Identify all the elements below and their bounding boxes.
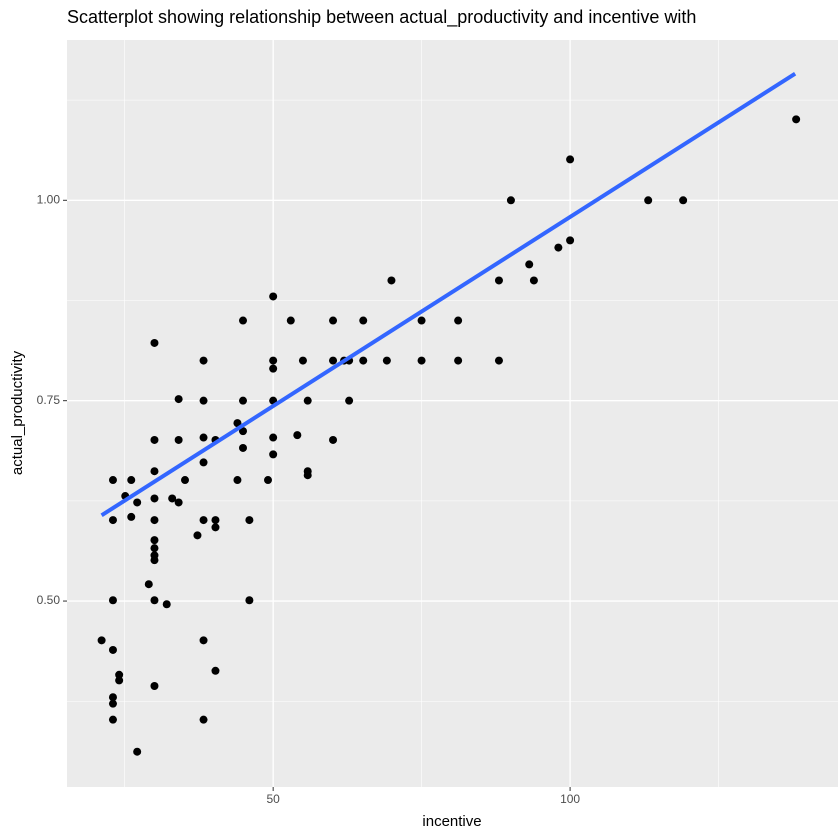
point	[454, 316, 463, 325]
point	[269, 356, 278, 365]
point	[303, 471, 312, 480]
point	[345, 396, 354, 405]
point	[97, 636, 106, 645]
point	[238, 443, 247, 452]
point	[168, 494, 177, 503]
point	[174, 498, 183, 507]
point	[108, 596, 117, 605]
point	[269, 450, 278, 459]
point	[238, 427, 247, 436]
point	[329, 435, 338, 444]
point	[211, 516, 220, 525]
point	[193, 531, 202, 540]
point	[269, 364, 278, 373]
point	[108, 715, 117, 724]
point	[150, 536, 159, 545]
point	[494, 356, 503, 365]
point	[382, 356, 391, 365]
point	[174, 435, 183, 444]
point	[792, 115, 801, 124]
point	[108, 699, 117, 708]
point	[108, 645, 117, 654]
point	[303, 396, 312, 405]
point	[199, 356, 208, 365]
point	[150, 467, 159, 476]
x-axis-title: incentive	[422, 813, 481, 830]
point	[115, 676, 124, 685]
panel	[67, 40, 838, 787]
point	[144, 580, 153, 589]
point	[133, 747, 142, 756]
point	[150, 544, 159, 553]
x-tick-label: 100	[560, 792, 580, 806]
point	[127, 476, 136, 485]
point	[238, 316, 247, 325]
point	[359, 356, 368, 365]
point	[529, 276, 538, 285]
point	[174, 395, 183, 404]
y-tick-label: 0.75	[37, 393, 61, 407]
point	[108, 693, 117, 702]
point	[387, 276, 396, 285]
point	[554, 243, 563, 252]
point	[269, 433, 278, 442]
point	[525, 260, 534, 269]
point	[454, 356, 463, 365]
point	[150, 516, 159, 525]
point	[233, 476, 242, 485]
point	[199, 715, 208, 724]
point	[506, 196, 515, 205]
point	[127, 512, 136, 521]
point	[245, 596, 254, 605]
y-axis-title: actual_productivity	[9, 350, 26, 475]
point	[150, 435, 159, 444]
point	[150, 338, 159, 347]
point	[298, 356, 307, 365]
point	[133, 498, 142, 507]
point	[108, 516, 117, 525]
point	[199, 458, 208, 467]
point	[199, 636, 208, 645]
point	[211, 666, 220, 675]
point	[494, 276, 503, 285]
x-tick-label: 50	[266, 792, 280, 806]
y-tick-label: 0.50	[37, 593, 61, 607]
point	[245, 516, 254, 525]
point	[566, 236, 575, 245]
point	[233, 419, 242, 428]
point	[199, 433, 208, 442]
point	[293, 431, 302, 440]
point	[162, 600, 171, 609]
trend-line	[100, 71, 797, 517]
point	[238, 396, 247, 405]
point	[679, 196, 688, 205]
point	[150, 494, 159, 503]
point	[211, 523, 220, 532]
point	[269, 292, 278, 301]
chart-title: Scatterplot showing relationship between…	[67, 7, 696, 28]
point	[644, 196, 653, 205]
point	[115, 670, 124, 679]
point	[329, 316, 338, 325]
point	[417, 356, 426, 365]
y-tick-label: 1.00	[37, 192, 61, 206]
point	[417, 316, 426, 325]
point	[108, 476, 117, 485]
marks	[97, 71, 801, 756]
point	[566, 155, 575, 164]
point	[199, 516, 208, 525]
point	[263, 476, 272, 485]
point	[181, 476, 190, 485]
point	[359, 316, 368, 325]
point	[150, 682, 159, 691]
point	[199, 396, 208, 405]
point	[286, 316, 295, 325]
point	[329, 356, 338, 365]
point	[150, 596, 159, 605]
grid	[67, 40, 838, 787]
point	[150, 556, 159, 565]
